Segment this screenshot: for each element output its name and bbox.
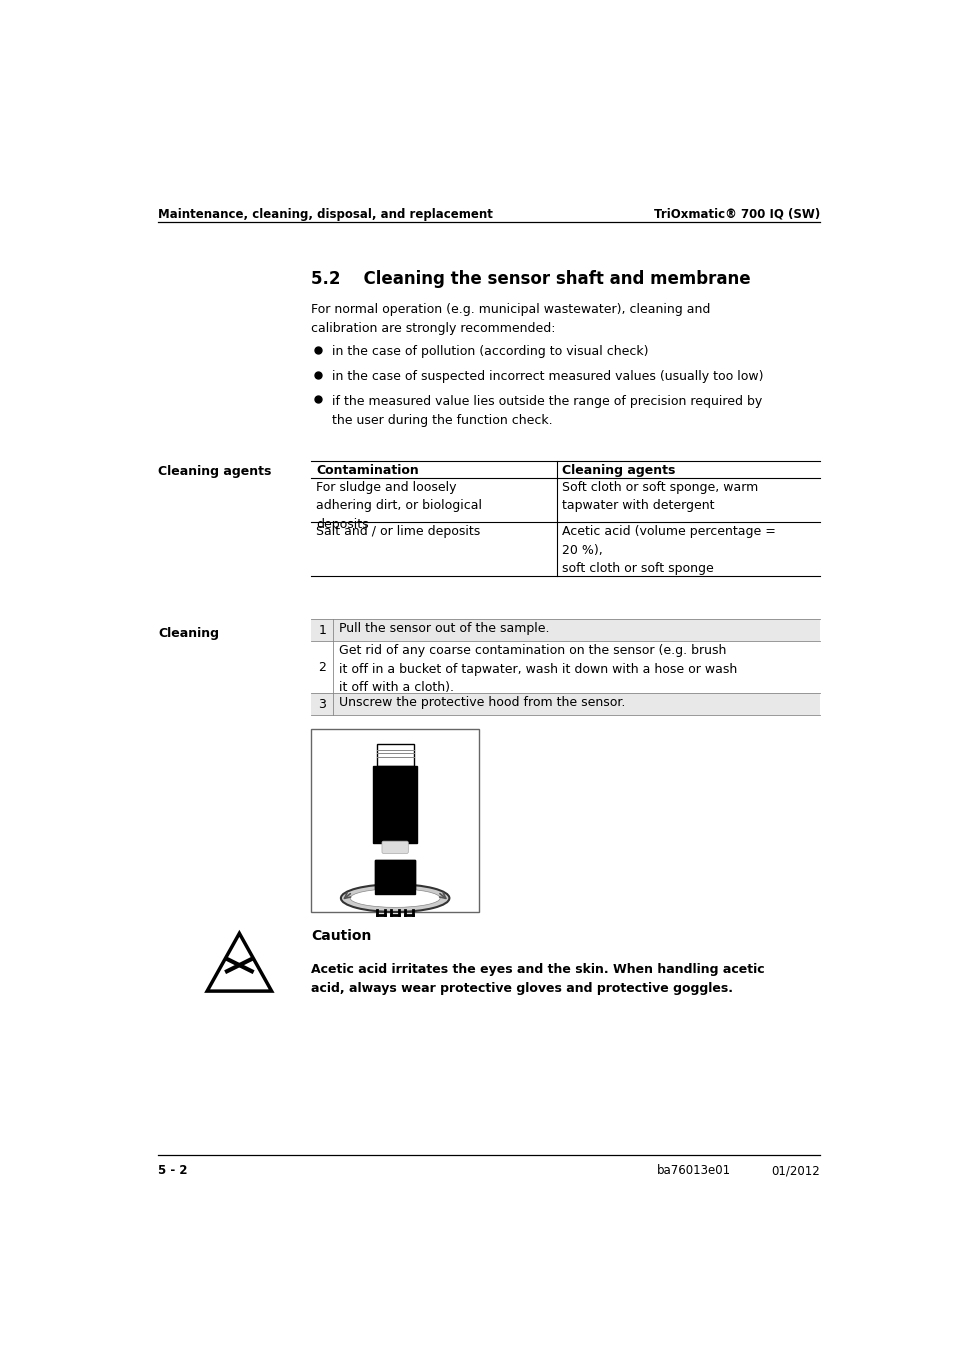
- Text: Contamination: Contamination: [315, 464, 418, 477]
- Text: Salt and / or lime deposits: Salt and / or lime deposits: [315, 525, 480, 539]
- FancyBboxPatch shape: [311, 729, 478, 913]
- FancyBboxPatch shape: [376, 744, 414, 765]
- Text: if the measured value lies outside the range of precision required by
the user d: if the measured value lies outside the r…: [332, 394, 761, 427]
- Text: 5.2    Cleaning the sensor shaft and membrane: 5.2 Cleaning the sensor shaft and membra…: [311, 270, 750, 288]
- Text: Cleaning agents: Cleaning agents: [561, 464, 675, 477]
- Text: in the case of pollution (according to visual check): in the case of pollution (according to v…: [332, 346, 647, 358]
- Text: 5 - 2: 5 - 2: [158, 1164, 188, 1177]
- Text: TriOxmatic® 700 IQ (SW): TriOxmatic® 700 IQ (SW): [653, 208, 819, 221]
- Text: Cleaning agents: Cleaning agents: [158, 464, 271, 478]
- Text: Caution: Caution: [311, 929, 372, 942]
- Text: For sludge and loosely
adhering dirt, or biological
deposits: For sludge and loosely adhering dirt, or…: [315, 481, 481, 531]
- Text: Acetic acid (volume percentage =
20 %),
soft cloth or soft sponge: Acetic acid (volume percentage = 20 %), …: [561, 525, 775, 575]
- Text: For normal operation (e.g. municipal wastewater), cleaning and
calibration are s: For normal operation (e.g. municipal was…: [311, 302, 710, 335]
- FancyBboxPatch shape: [311, 694, 819, 716]
- Text: Unscrew the protective hood from the sensor.: Unscrew the protective hood from the sen…: [339, 697, 625, 709]
- Text: Pull the sensor out of the sample.: Pull the sensor out of the sample.: [339, 622, 549, 636]
- Ellipse shape: [340, 884, 449, 913]
- Text: ba76013e01: ba76013e01: [657, 1164, 731, 1177]
- FancyBboxPatch shape: [381, 841, 408, 853]
- Ellipse shape: [350, 888, 439, 907]
- FancyBboxPatch shape: [311, 620, 819, 641]
- Text: Soft cloth or soft sponge, warm
tapwater with detergent: Soft cloth or soft sponge, warm tapwater…: [561, 481, 758, 512]
- Text: 2: 2: [318, 660, 326, 674]
- Text: 01/2012: 01/2012: [770, 1164, 819, 1177]
- Text: Maintenance, cleaning, disposal, and replacement: Maintenance, cleaning, disposal, and rep…: [158, 208, 493, 221]
- FancyBboxPatch shape: [375, 860, 415, 894]
- Text: Get rid of any coarse contamination on the sensor (e.g. brush
it off in a bucket: Get rid of any coarse contamination on t…: [339, 644, 737, 694]
- FancyBboxPatch shape: [373, 765, 416, 842]
- Polygon shape: [207, 933, 272, 991]
- Text: 1: 1: [318, 624, 326, 637]
- Text: 3: 3: [318, 698, 326, 710]
- FancyBboxPatch shape: [375, 860, 415, 894]
- Text: in the case of suspected incorrect measured values (usually too low): in the case of suspected incorrect measu…: [332, 370, 762, 383]
- Text: Cleaning: Cleaning: [158, 628, 219, 640]
- FancyBboxPatch shape: [311, 641, 819, 694]
- Text: Acetic acid irritates the eyes and the skin. When handling acetic
acid, always w: Acetic acid irritates the eyes and the s…: [311, 963, 764, 995]
